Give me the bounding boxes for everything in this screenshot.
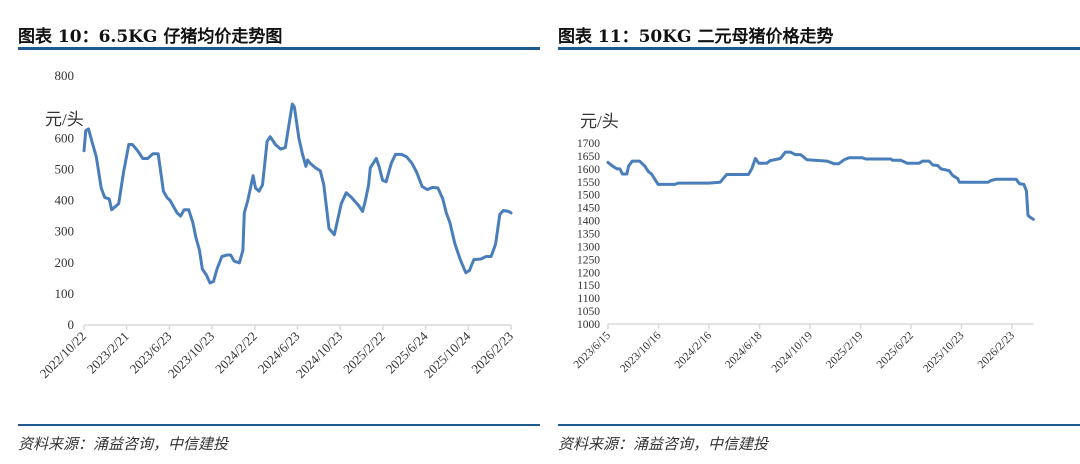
y-tick-label: 1700 [577,138,600,150]
y-tick-label: 1350 [577,229,600,241]
y-tick-label: 1400 [577,216,600,228]
chart-title-sow: 图表 11：50KG 二元母猪价格走势 [558,27,834,47]
price-line [82,102,513,285]
y-tick-label: 400 [55,193,75,208]
y-tick-label: 800 [55,68,75,83]
x-tick-label: 2025/2/19 [824,329,866,371]
chart-title-piglet: 图表 10：6.5KG 仔猪均价走势图 [18,27,283,47]
y-tick-label: 1300 [577,241,600,253]
x-tick-label: 2023/6/15 [572,329,614,371]
x-tick-label: 2025/6/22 [875,329,917,371]
y-tick-label: 200 [55,255,75,270]
source-rule-left [18,424,540,426]
source-note-right: 资料来源：涌益咨询，中信建投 [558,435,769,453]
y-tick-label: 1000 [577,319,600,331]
y-tick-label: 1550 [577,177,600,189]
y-tick-label: 500 [55,161,75,176]
y-tick-label: 1200 [577,267,600,279]
y-tick-label: 1050 [577,306,600,318]
y-axis-unit-label: 元/头 [580,112,619,131]
y-tick-label: 300 [55,224,75,239]
y-axis-unit-label: 元/头 [45,110,84,129]
x-tick-label: 2024/10/19 [770,329,816,375]
y-tick-label: 1500 [577,190,600,202]
x-tick-label: 2025/10/23 [921,329,967,375]
y-tick-label: 1150 [577,280,600,292]
y-tick-label: 100 [55,286,75,301]
y-tick-label: 1100 [577,293,600,305]
y-tick-label: 600 [55,130,75,145]
y-tick-label: 1600 [577,164,600,176]
price-line [606,150,1035,221]
x-tick-label: 2026/2/23 [976,329,1018,371]
sow-price-chart: 1000105011001150120012501300135014001450… [572,112,1035,375]
x-tick-label: 2024/2/16 [673,329,715,371]
source-note-left: 资料来源：涌益咨询，中信建投 [18,435,229,453]
y-tick-label: 1250 [577,254,600,266]
title-rule-right [558,47,1080,50]
y-tick-label: 0 [68,317,75,332]
piglet-price-chart: 0100200300400500600800元/头2022/10/222023/… [37,68,516,381]
y-tick-label: 1450 [577,203,600,215]
y-tick-label: 1650 [577,151,600,163]
title-rule-left [18,47,540,50]
x-tick-label: 2023/10/16 [618,329,664,375]
x-tick-label: 2024/6/18 [723,329,765,371]
source-rule-right [558,424,1080,426]
